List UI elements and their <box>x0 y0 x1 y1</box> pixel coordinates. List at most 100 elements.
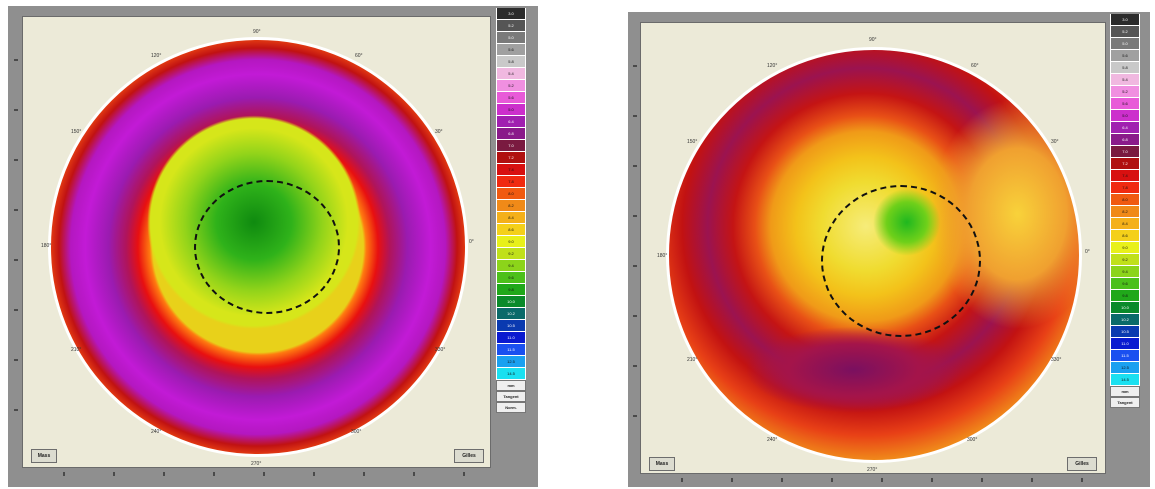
scale-swatch: 5.6 <box>496 92 526 104</box>
map-panel-right: 90° 120° 60° 150° 30° 180° 0° 210° 330° … <box>628 12 1150 487</box>
axis-tick <box>263 472 265 476</box>
scale-swatch: 6.4 <box>496 116 526 128</box>
scale-swatch: 5.6 <box>1110 98 1140 110</box>
degree-label: 90° <box>253 29 261 35</box>
mass-button[interactable]: Mass <box>649 457 675 471</box>
scale-swatch: 5.2 <box>496 20 526 32</box>
scale-swatch: 10.2 <box>1110 314 1140 326</box>
axis-tick <box>633 265 637 267</box>
axis-tick <box>931 478 933 482</box>
axis-tick <box>14 109 18 111</box>
axis-tick <box>313 472 315 476</box>
scale-swatch: 10.2 <box>496 308 526 320</box>
scale-swatch: 7.0 <box>1110 146 1140 158</box>
axis-tick <box>831 478 833 482</box>
scale-swatch: 12.5 <box>496 356 526 368</box>
color-scale: 3.0 5.2 5.0 5.6 5.8 5.4 5.2 5.6 5.0 6.4 6.8 7.0 7.2 7… <box>496 8 526 413</box>
axis-tick <box>14 259 18 261</box>
degree-label: 330° <box>1051 357 1062 363</box>
axis-tick <box>731 478 733 482</box>
pupil-outline <box>821 185 981 337</box>
degree-label: 240° <box>151 429 162 435</box>
axis-tick <box>1081 478 1083 482</box>
gilles-button[interactable]: Gilles <box>1067 457 1097 471</box>
axis-tick <box>633 65 637 67</box>
scale-swatch: 5.0 <box>496 104 526 116</box>
axis-tick <box>413 472 415 476</box>
degree-label: 210° <box>71 347 82 353</box>
mass-button[interactable]: Mass <box>31 449 57 463</box>
scale-swatch: 8.0 <box>1110 194 1140 206</box>
axis-tick <box>14 359 18 361</box>
scale-swatch: 5.2 <box>1110 26 1140 38</box>
axis-tick <box>63 472 65 476</box>
scale-swatch: 9.8 <box>1110 290 1140 302</box>
degree-label: 0° <box>1085 249 1090 255</box>
scale-swatch: 11.5 <box>496 344 526 356</box>
axis-tick <box>163 472 165 476</box>
axis-tick <box>14 59 18 61</box>
map-panel-left: 90° 120° 60° 150° 30° 180° 0° 210° 330° … <box>8 6 538 487</box>
scale-swatch: 7.4 <box>496 164 526 176</box>
scale-swatch: 3.0 <box>1110 14 1140 26</box>
scale-swatch: 7.8 <box>1110 182 1140 194</box>
axis-tick <box>633 215 637 217</box>
scale-unit-label: mm <box>496 380 526 391</box>
scale-swatch: 11.0 <box>496 332 526 344</box>
scale-swatch: 6.8 <box>496 128 526 140</box>
axis-tick <box>781 478 783 482</box>
scale-swatch: 9.0 <box>496 236 526 248</box>
curvature-map[interactable] <box>666 47 1082 463</box>
scale-swatch: 14.5 <box>496 368 526 380</box>
axis-tick <box>633 315 637 317</box>
axis-tick <box>14 309 18 311</box>
degree-label: 300° <box>967 437 978 443</box>
degree-label: 60° <box>971 63 979 69</box>
scale-swatch: 5.0 <box>1110 110 1140 122</box>
scale-swatch: 5.6 <box>1110 50 1140 62</box>
color-scale: 3.0 5.2 5.0 5.6 5.8 5.4 5.2 5.6 5.0 6.4 6.8 7.0 7.2 7… <box>1110 14 1140 408</box>
scale-swatch: 3.0 <box>496 8 526 20</box>
axis-tick <box>463 472 465 476</box>
degree-label: 150° <box>687 139 698 145</box>
axis-tick <box>113 472 115 476</box>
degree-label: 210° <box>687 357 698 363</box>
scale-swatch: 5.8 <box>1110 62 1140 74</box>
scale-swatch: 10.0 <box>496 296 526 308</box>
scale-swatch: 8.2 <box>496 200 526 212</box>
axis-tick <box>981 478 983 482</box>
axis-tick <box>14 409 18 411</box>
scale-unit-label: Tangent <box>1110 397 1140 408</box>
scale-swatch: 5.4 <box>496 68 526 80</box>
scale-unit-label: Tangent <box>496 391 526 402</box>
scale-swatch: 7.4 <box>1110 170 1140 182</box>
axis-tick <box>881 478 883 482</box>
degree-label: 60° <box>355 53 363 59</box>
scale-swatch: 9.6 <box>496 272 526 284</box>
scale-swatch: 6.4 <box>1110 122 1140 134</box>
scale-swatch: 7.2 <box>496 152 526 164</box>
axis-tick <box>681 478 683 482</box>
curvature-map[interactable] <box>48 37 468 457</box>
scale-swatch: 8.2 <box>1110 206 1140 218</box>
degree-label: 30° <box>1051 139 1059 145</box>
degree-label: 0° <box>469 239 474 245</box>
scale-swatch: 9.2 <box>1110 254 1140 266</box>
axis-tick <box>633 165 637 167</box>
scale-swatch: 5.0 <box>496 32 526 44</box>
degree-label: 300° <box>351 429 362 435</box>
scale-swatch: 10.5 <box>1110 326 1140 338</box>
scale-swatch: 10.5 <box>496 320 526 332</box>
gilles-button[interactable]: Gilles <box>454 449 484 463</box>
scale-swatch: 8.4 <box>1110 218 1140 230</box>
axis-tick <box>213 472 215 476</box>
axis-tick <box>1031 478 1033 482</box>
scale-swatch: 7.2 <box>1110 158 1140 170</box>
scale-swatch: 5.8 <box>496 56 526 68</box>
scale-swatch: 10.0 <box>1110 302 1140 314</box>
scale-swatch: 12.5 <box>1110 362 1140 374</box>
degree-label: 90° <box>869 37 877 43</box>
degree-label: 120° <box>151 53 162 59</box>
degree-label: 180° <box>657 253 668 259</box>
degree-label: 180° <box>41 243 52 249</box>
